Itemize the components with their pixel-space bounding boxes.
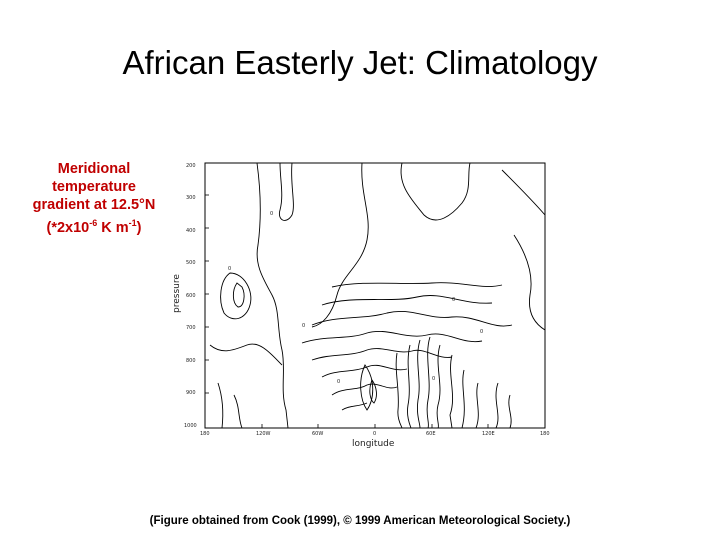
contour-plot: 200 300 400 500 600 700 800 900 1000 180… bbox=[172, 162, 550, 449]
y-tick: 300 bbox=[186, 195, 196, 201]
x-tick: 60W bbox=[312, 431, 323, 437]
side-label-line4: (*2x10-6 K m-1) bbox=[18, 214, 170, 237]
x-tick: 180 bbox=[200, 431, 210, 437]
figure-caption: (Figure obtained from Cook (1999), © 199… bbox=[149, 515, 571, 527]
y-tick: 400 bbox=[186, 228, 196, 234]
y-axis-label: pressure bbox=[172, 274, 182, 313]
contour-label: 0 bbox=[480, 329, 483, 335]
x-tick: 60E bbox=[426, 431, 436, 437]
x-tick: 120E bbox=[482, 431, 495, 437]
y-tick: 700 bbox=[186, 325, 196, 331]
x-tick: 180 bbox=[540, 431, 550, 437]
units-exponent-2: -1 bbox=[128, 218, 137, 228]
contour-label: 0 bbox=[432, 376, 435, 382]
y-tick: 600 bbox=[186, 293, 196, 299]
y-tick: 800 bbox=[186, 358, 196, 364]
plot-frame bbox=[204, 162, 546, 429]
x-axis-label: longitude bbox=[352, 439, 395, 449]
slide-title: African Easterly Jet: Climatology bbox=[122, 44, 598, 81]
side-label-line1: Meridional bbox=[57, 161, 131, 177]
contour-label: 0 bbox=[270, 211, 273, 217]
y-tick: 1000 bbox=[184, 423, 197, 429]
x-tick: 120W bbox=[256, 431, 271, 437]
y-tick: 500 bbox=[186, 260, 196, 266]
contour-label: 0 bbox=[228, 266, 231, 272]
side-label: Meridional temperature gradient at 12.5°… bbox=[18, 160, 170, 237]
units-suffix: ) bbox=[136, 219, 142, 236]
contour-figure: 200 300 400 500 600 700 800 900 1000 180… bbox=[162, 155, 554, 455]
units-exponent-1: -6 bbox=[89, 218, 98, 228]
side-label-line3: gradient at 12.5°N bbox=[32, 197, 156, 213]
y-tick: 900 bbox=[186, 390, 196, 396]
contour-label: 0 bbox=[452, 297, 455, 303]
side-label-line2: temperature bbox=[52, 179, 136, 195]
contour-lines bbox=[209, 162, 546, 429]
units-prefix: (*2x10 bbox=[46, 219, 90, 236]
contour-label: 0 bbox=[337, 379, 340, 385]
x-tick: 0 bbox=[373, 431, 376, 437]
y-tick: 200 bbox=[186, 163, 196, 169]
contour-label: 0 bbox=[302, 323, 305, 329]
units-middle: K m bbox=[97, 219, 129, 236]
